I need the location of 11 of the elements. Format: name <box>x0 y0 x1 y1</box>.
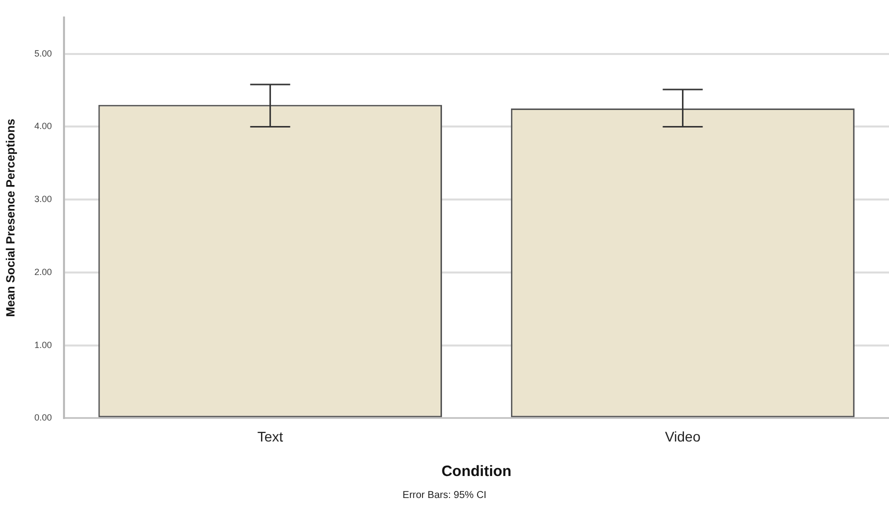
y-tick-label: 3.00 <box>34 194 52 204</box>
text: Error Bars: 95% CI <box>402 490 488 501</box>
y-tick-label: 0.00 <box>34 412 52 423</box>
y-tick-label: 2.00 <box>34 266 52 277</box>
y-tick-label: 1.00 <box>34 340 52 350</box>
y-tick-label: 4.00 <box>34 121 52 132</box>
x-axis-title: Condition <box>441 463 512 480</box>
y-tick-label: 5.00 <box>34 48 52 58</box>
y-axis-title: Mean Social Presence Perceptions <box>4 118 18 317</box>
x-tick-label: Text <box>257 428 284 444</box>
x-tick-label: Video <box>664 428 701 444</box>
